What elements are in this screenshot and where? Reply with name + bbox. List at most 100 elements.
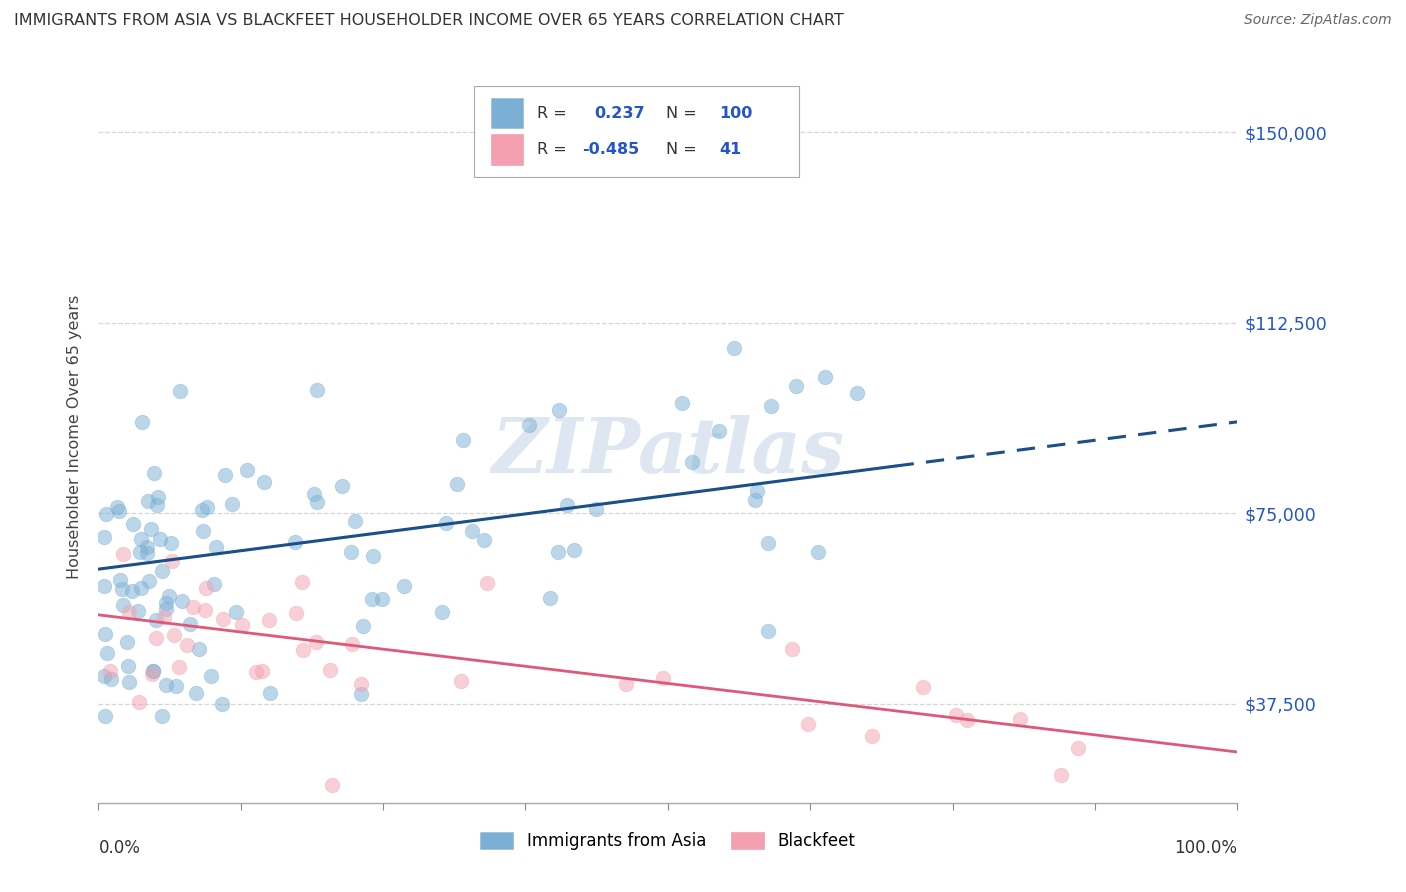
Text: IMMIGRANTS FROM ASIA VS BLACKFEET HOUSEHOLDER INCOME OVER 65 YEARS CORRELATION C: IMMIGRANTS FROM ASIA VS BLACKFEET HOUSEH… xyxy=(14,13,844,29)
Point xyxy=(723,341,745,355)
Point xyxy=(155,596,177,610)
Point xyxy=(139,522,162,536)
Point xyxy=(200,669,222,683)
Point xyxy=(756,624,779,639)
Point xyxy=(112,547,135,561)
Point xyxy=(129,545,152,559)
Point xyxy=(651,671,673,685)
Point xyxy=(349,676,371,690)
Point xyxy=(155,601,177,615)
Point xyxy=(93,669,115,683)
Point xyxy=(141,667,163,681)
Y-axis label: Householder Income Over 65 years: Householder Income Over 65 years xyxy=(67,295,83,579)
Point xyxy=(945,707,967,722)
Point xyxy=(360,592,382,607)
Point xyxy=(291,574,314,589)
Point xyxy=(138,494,160,508)
Point xyxy=(236,463,259,477)
Point xyxy=(911,680,934,694)
Point xyxy=(307,495,329,509)
Point xyxy=(117,659,139,673)
Point xyxy=(245,665,267,679)
Point xyxy=(614,677,637,691)
Point xyxy=(111,582,134,596)
Point xyxy=(461,524,484,539)
Point xyxy=(707,424,730,438)
Point xyxy=(860,729,883,743)
Point xyxy=(188,641,211,656)
Point xyxy=(145,613,167,627)
Point xyxy=(1029,834,1052,848)
Point xyxy=(195,500,218,514)
Point xyxy=(105,500,128,515)
Point xyxy=(547,544,569,558)
Point xyxy=(340,545,363,559)
Point xyxy=(807,544,830,558)
Point xyxy=(517,418,540,433)
Point xyxy=(115,635,138,649)
Point xyxy=(170,594,193,608)
Text: N =: N = xyxy=(665,142,702,157)
Point xyxy=(780,642,803,657)
Point xyxy=(343,515,366,529)
Point xyxy=(145,498,167,512)
Point xyxy=(956,713,979,727)
Point xyxy=(98,664,121,678)
Point xyxy=(814,370,837,384)
Point xyxy=(176,638,198,652)
Point xyxy=(129,533,152,547)
Point xyxy=(136,540,159,554)
Point xyxy=(1066,741,1088,756)
Point xyxy=(304,487,326,501)
Point xyxy=(138,574,160,588)
Point xyxy=(163,628,186,642)
Point xyxy=(146,491,169,505)
Point xyxy=(371,591,394,606)
Point xyxy=(681,455,703,469)
Point xyxy=(181,599,204,614)
Text: 100.0%: 100.0% xyxy=(1174,839,1237,857)
Point xyxy=(785,379,807,393)
Text: R =: R = xyxy=(537,142,572,157)
Text: N =: N = xyxy=(665,105,702,120)
Point xyxy=(432,605,454,619)
Point xyxy=(585,501,607,516)
Point xyxy=(1049,768,1071,782)
Point xyxy=(184,686,207,700)
Point xyxy=(361,549,384,563)
Point xyxy=(284,606,307,620)
Point xyxy=(745,484,768,499)
Point xyxy=(555,499,578,513)
Point xyxy=(350,687,373,701)
Legend: Immigrants from Asia, Blackfeet: Immigrants from Asia, Blackfeet xyxy=(474,825,862,856)
Point xyxy=(165,679,187,693)
FancyBboxPatch shape xyxy=(491,98,523,128)
Point xyxy=(96,646,118,660)
Point xyxy=(129,581,152,595)
Point xyxy=(671,396,693,410)
Point xyxy=(179,617,201,632)
Point xyxy=(305,383,328,397)
Point xyxy=(450,673,472,688)
Point xyxy=(211,697,233,711)
Text: R =: R = xyxy=(537,105,572,120)
Point xyxy=(100,672,122,686)
Point xyxy=(756,535,779,549)
Point xyxy=(191,524,214,538)
Point xyxy=(759,399,782,413)
Point xyxy=(142,665,165,679)
Point xyxy=(305,634,328,648)
Point xyxy=(253,475,276,489)
Point xyxy=(143,466,166,480)
Point xyxy=(118,675,141,690)
Point xyxy=(167,659,190,673)
Point xyxy=(538,591,561,605)
Point xyxy=(121,583,143,598)
FancyBboxPatch shape xyxy=(491,135,523,165)
Point xyxy=(284,535,307,549)
Point xyxy=(292,642,315,657)
Point xyxy=(93,709,115,723)
Point xyxy=(93,579,115,593)
Point xyxy=(250,665,273,679)
Point xyxy=(127,604,149,618)
